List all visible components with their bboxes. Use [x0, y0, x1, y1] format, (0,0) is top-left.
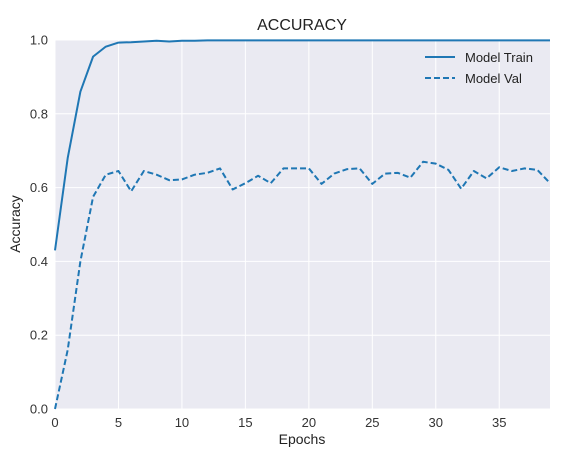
legend-label-train: Model Train: [465, 50, 533, 65]
legend-label-val: Model Val: [465, 71, 522, 86]
x-axis-title: Epochs: [279, 431, 326, 447]
x-tick-label: 35: [492, 415, 506, 430]
x-tick-label: 20: [302, 415, 316, 430]
x-tick-label: 15: [238, 415, 252, 430]
x-tick-label: 30: [429, 415, 443, 430]
y-axis-title: Accuracy: [7, 195, 23, 253]
y-tick-label: 0.2: [30, 328, 48, 343]
x-tick-label: 10: [175, 415, 189, 430]
y-tick-label: 1.0: [30, 33, 48, 48]
y-tick-label: 0.0: [30, 402, 48, 417]
legend: Model Train Model Val: [425, 50, 533, 86]
y-tick-label: 0.6: [30, 180, 48, 195]
chart-title: ACCURACY: [257, 17, 347, 34]
series-line-model-train: [54, 39, 550, 251]
series-line-model-val: [54, 160, 551, 410]
y-tick-labels: 0.0 0.2 0.4 0.6 0.8 1.0: [30, 33, 48, 417]
y-tick-label: 0.4: [30, 254, 48, 269]
x-tick-labels: 0 5 10 15 20 25 30 35: [51, 415, 506, 430]
x-tick-label: 0: [51, 415, 58, 430]
x-tick-label: 5: [115, 415, 122, 430]
y-tick-label: 0.8: [30, 106, 48, 121]
series-lines: [54, 39, 551, 410]
x-tick-label: 25: [365, 415, 379, 430]
plot-background: [55, 40, 550, 409]
